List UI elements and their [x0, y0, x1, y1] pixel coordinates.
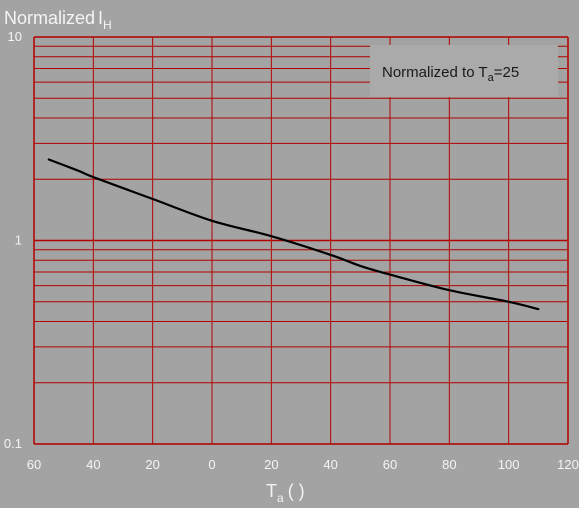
y-axis-title: Normalized IH	[4, 8, 112, 32]
legend-box	[370, 45, 558, 97]
x-axis-title-subscript: a	[277, 491, 284, 505]
y-tick-label: 0.1	[4, 436, 22, 451]
x-tick-label: 100	[498, 457, 520, 472]
y-axis-title-text: Normalized	[4, 8, 95, 28]
x-tick-label: 0	[208, 457, 215, 472]
x-tick-label: 60	[27, 457, 41, 472]
x-tick-label: 80	[442, 457, 456, 472]
legend: Normalized to Ta=25	[370, 45, 558, 97]
legend-prefix: Normalized to T	[382, 64, 488, 81]
x-axis-title-unit: ( )	[288, 481, 305, 501]
x-tick-label: 60	[383, 457, 397, 472]
y-tick-label: 10	[8, 29, 22, 44]
legend-subscript: a	[488, 72, 495, 84]
x-tick-label: 120	[557, 457, 579, 472]
grid	[33, 36, 569, 445]
y-axis-title-subscript: H	[103, 18, 112, 32]
x-axis-title: Ta ( )	[266, 481, 305, 505]
series-line	[47, 158, 540, 311]
x-axis-title-var: T	[266, 481, 277, 501]
y-axis-title-var: I	[98, 8, 103, 28]
x-tick-label: 40	[86, 457, 100, 472]
x-tick-label: 20	[145, 457, 159, 472]
tick-labels: 60 40 20 0 20 40 60 80 100 120 0.1 1 10	[4, 29, 579, 472]
legend-label: Normalized to Ta=25	[382, 64, 519, 84]
x-tick-label: 40	[323, 457, 337, 472]
y-tick-label: 1	[15, 233, 22, 248]
x-tick-label: 20	[264, 457, 278, 472]
legend-suffix: =25	[494, 64, 519, 81]
